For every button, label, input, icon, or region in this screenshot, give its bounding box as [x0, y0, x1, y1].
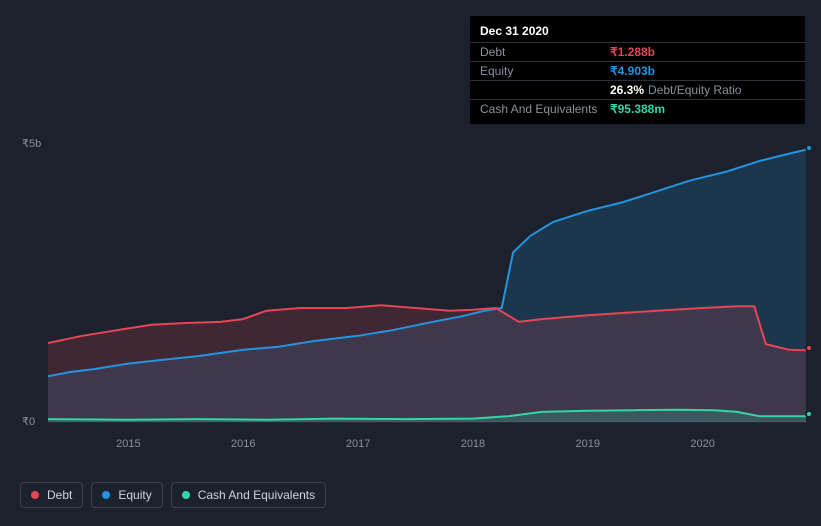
legend-dot-icon	[31, 491, 39, 499]
y-tick-label: ₹5b	[22, 137, 41, 150]
legend-label: Equity	[118, 488, 151, 502]
legend-item[interactable]: Debt	[20, 482, 83, 508]
x-tick-label: 2017	[346, 438, 370, 450]
x-tick-label: 2019	[576, 438, 600, 450]
chart-tooltip: Dec 31 2020 Debt₹1.288bEquity₹4.903b26.3…	[470, 16, 805, 124]
tooltip-row: Equity₹4.903b	[470, 62, 805, 81]
tooltip-row: Debt₹1.288b	[470, 43, 805, 62]
tooltip-row-label: Equity	[480, 64, 610, 78]
legend-item[interactable]: Equity	[91, 482, 162, 508]
tooltip-row: Cash And Equivalents₹95.388m	[470, 100, 805, 118]
series-end-marker	[805, 144, 813, 152]
legend-label: Debt	[47, 488, 72, 502]
tooltip-row-value: ₹1.288b	[610, 45, 655, 59]
y-tick-label: ₹0	[22, 415, 35, 428]
tooltip-row-value: ₹4.903b	[610, 64, 655, 78]
tooltip-row-label: Cash And Equivalents	[480, 102, 610, 116]
tooltip-row-value: 26.3%	[610, 83, 644, 97]
tooltip-row-label	[480, 83, 610, 97]
tooltip-row-value: ₹95.388m	[610, 102, 665, 116]
tooltip-row-label: Debt	[480, 45, 610, 59]
series-end-marker	[805, 344, 813, 352]
x-tick-label: 2015	[116, 438, 140, 450]
legend-label: Cash And Equivalents	[198, 488, 315, 502]
tooltip-row-suffix: Debt/Equity Ratio	[648, 83, 741, 97]
legend-dot-icon	[182, 491, 190, 499]
x-tick-label: 2020	[690, 438, 714, 450]
tooltip-date: Dec 31 2020	[470, 22, 805, 43]
chart-legend: Debt Equity Cash And Equivalents	[20, 482, 326, 508]
legend-dot-icon	[102, 491, 110, 499]
tooltip-row: 26.3% Debt/Equity Ratio	[470, 81, 805, 100]
chart-plot-area[interactable]	[48, 133, 806, 433]
series-end-marker	[805, 410, 813, 418]
x-tick-label: 2016	[231, 438, 255, 450]
legend-item[interactable]: Cash And Equivalents	[171, 482, 326, 508]
x-tick-label: 2018	[461, 438, 485, 450]
